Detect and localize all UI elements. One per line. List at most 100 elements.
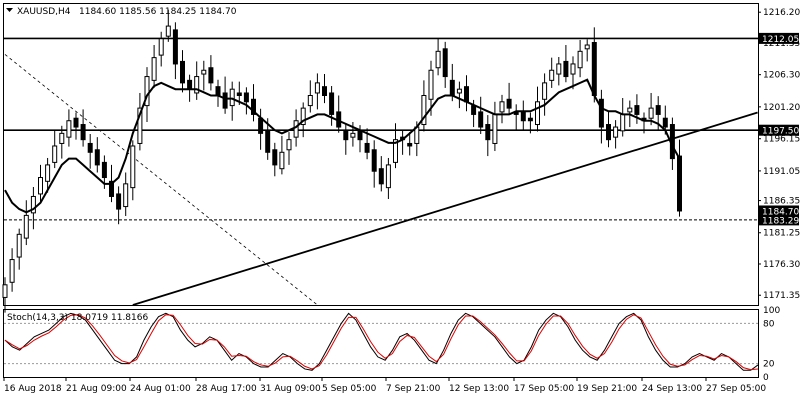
candle-up <box>52 145 58 163</box>
price-tick-label: 1176.30 <box>763 260 800 270</box>
price-tick-label: 1171.35 <box>763 291 800 301</box>
time-tick-label: 17 Sep 05:00 <box>514 384 574 394</box>
candle-down <box>322 86 327 96</box>
horizontal-lines[interactable] <box>4 37 758 221</box>
candle-up <box>307 94 313 107</box>
candle-down <box>172 29 178 65</box>
candle-up <box>286 139 292 151</box>
candle-up <box>492 113 498 144</box>
triangle-down-icon[interactable] <box>6 8 13 12</box>
candle-up <box>30 195 36 214</box>
candle-up <box>38 177 43 195</box>
price-tick-label: 1206.30 <box>763 71 800 81</box>
candle-up <box>613 126 619 138</box>
candle-up <box>279 151 285 170</box>
time-tick-label: 24 Aug 01:00 <box>130 384 191 394</box>
candle-down <box>655 105 661 115</box>
candle-down <box>563 60 569 78</box>
trendline-dashed <box>4 54 318 306</box>
candle-down <box>208 67 214 84</box>
candle-down <box>677 155 682 212</box>
price-label-box <box>759 124 799 136</box>
candle-down <box>187 79 193 90</box>
moving-average-line <box>4 78 681 214</box>
candle-up <box>620 113 626 132</box>
candle-up <box>130 145 136 189</box>
candle-down <box>94 149 100 166</box>
candle-down <box>478 111 484 128</box>
candle-down <box>73 117 79 128</box>
candle-down <box>343 130 349 141</box>
candle-up <box>66 120 72 138</box>
stoch-tick-label: 0 <box>763 373 769 383</box>
candle-down <box>80 124 86 141</box>
candle-down <box>506 98 512 109</box>
candle-up <box>421 94 427 126</box>
candle-up <box>350 132 356 138</box>
candle-up <box>45 164 51 182</box>
candle-down <box>598 98 604 128</box>
price-tick-label: 1191.05 <box>763 167 800 177</box>
price-tick-label: 1201.20 <box>763 103 800 113</box>
candle-down <box>442 48 448 78</box>
trendline-solid <box>132 111 758 306</box>
candles <box>2 9 682 313</box>
candle-up <box>9 259 15 283</box>
trendlines[interactable] <box>4 54 758 306</box>
candle-down <box>258 117 264 134</box>
candle-up <box>158 38 164 56</box>
candle-down <box>236 92 242 96</box>
candle-down <box>243 92 249 103</box>
candle-down <box>180 60 185 84</box>
price-tick-label: 1181.25 <box>763 229 800 239</box>
moving-average <box>4 78 681 214</box>
candle-up <box>456 88 462 94</box>
time-tick-label: 12 Sep 13:00 <box>449 384 509 394</box>
candle-up <box>165 25 171 37</box>
candle-down <box>357 130 363 141</box>
candle-up <box>535 101 540 126</box>
candle-down <box>407 142 413 147</box>
price-label-box <box>759 32 799 44</box>
candle-up <box>293 120 299 138</box>
candle-down <box>464 86 469 103</box>
candle-up <box>577 50 583 69</box>
price-axis[interactable]: 1216.201211.351206.301201.201196.151191.… <box>758 8 800 301</box>
price-tick-label: 1196.15 <box>763 135 800 145</box>
candle-up <box>549 69 555 81</box>
stoch-tick-label: 20 <box>763 360 775 370</box>
candle-up <box>201 69 207 75</box>
time-tick-label: 5 Sep 05:00 <box>322 384 377 394</box>
candle-up <box>16 233 22 258</box>
candle-up <box>144 76 150 107</box>
candle-up <box>556 63 562 75</box>
candle-down <box>527 117 533 122</box>
candle-up <box>627 107 633 113</box>
candle-down <box>520 111 526 122</box>
price-label-text: 1212.05 <box>762 35 799 45</box>
candle-down <box>471 105 477 115</box>
candle-up <box>542 82 548 100</box>
price-label-box <box>759 214 799 226</box>
price-label-text: 1183.29 <box>762 216 799 226</box>
stoch-axis: 100 80 20 0 <box>763 306 780 383</box>
price-tick-label: 1186.35 <box>763 197 800 207</box>
ohlc-label: 1184.60 1185.56 1184.25 1184.70 <box>79 7 237 17</box>
candle-down <box>109 180 114 197</box>
candle-up <box>2 284 8 298</box>
candle-down <box>87 142 93 153</box>
current-price-box <box>759 205 799 217</box>
candle-down <box>265 130 271 153</box>
time-axis[interactable]: 16 Aug 2018 21 Aug 09:00 24 Aug 01:00 28 Au… <box>3 377 766 394</box>
candle-down <box>449 79 455 96</box>
time-tick-label: 19 Sep 21:00 <box>577 384 637 394</box>
stoch-header-label: Stoch(14,3,3) 18.0719 11.8166 <box>7 313 148 323</box>
candle-up <box>435 50 441 69</box>
candle-down <box>371 149 377 172</box>
candle-up <box>59 132 65 144</box>
candle-up <box>314 82 320 94</box>
candle-down <box>101 161 107 179</box>
price-tick-label: 1216.20 <box>763 8 800 18</box>
